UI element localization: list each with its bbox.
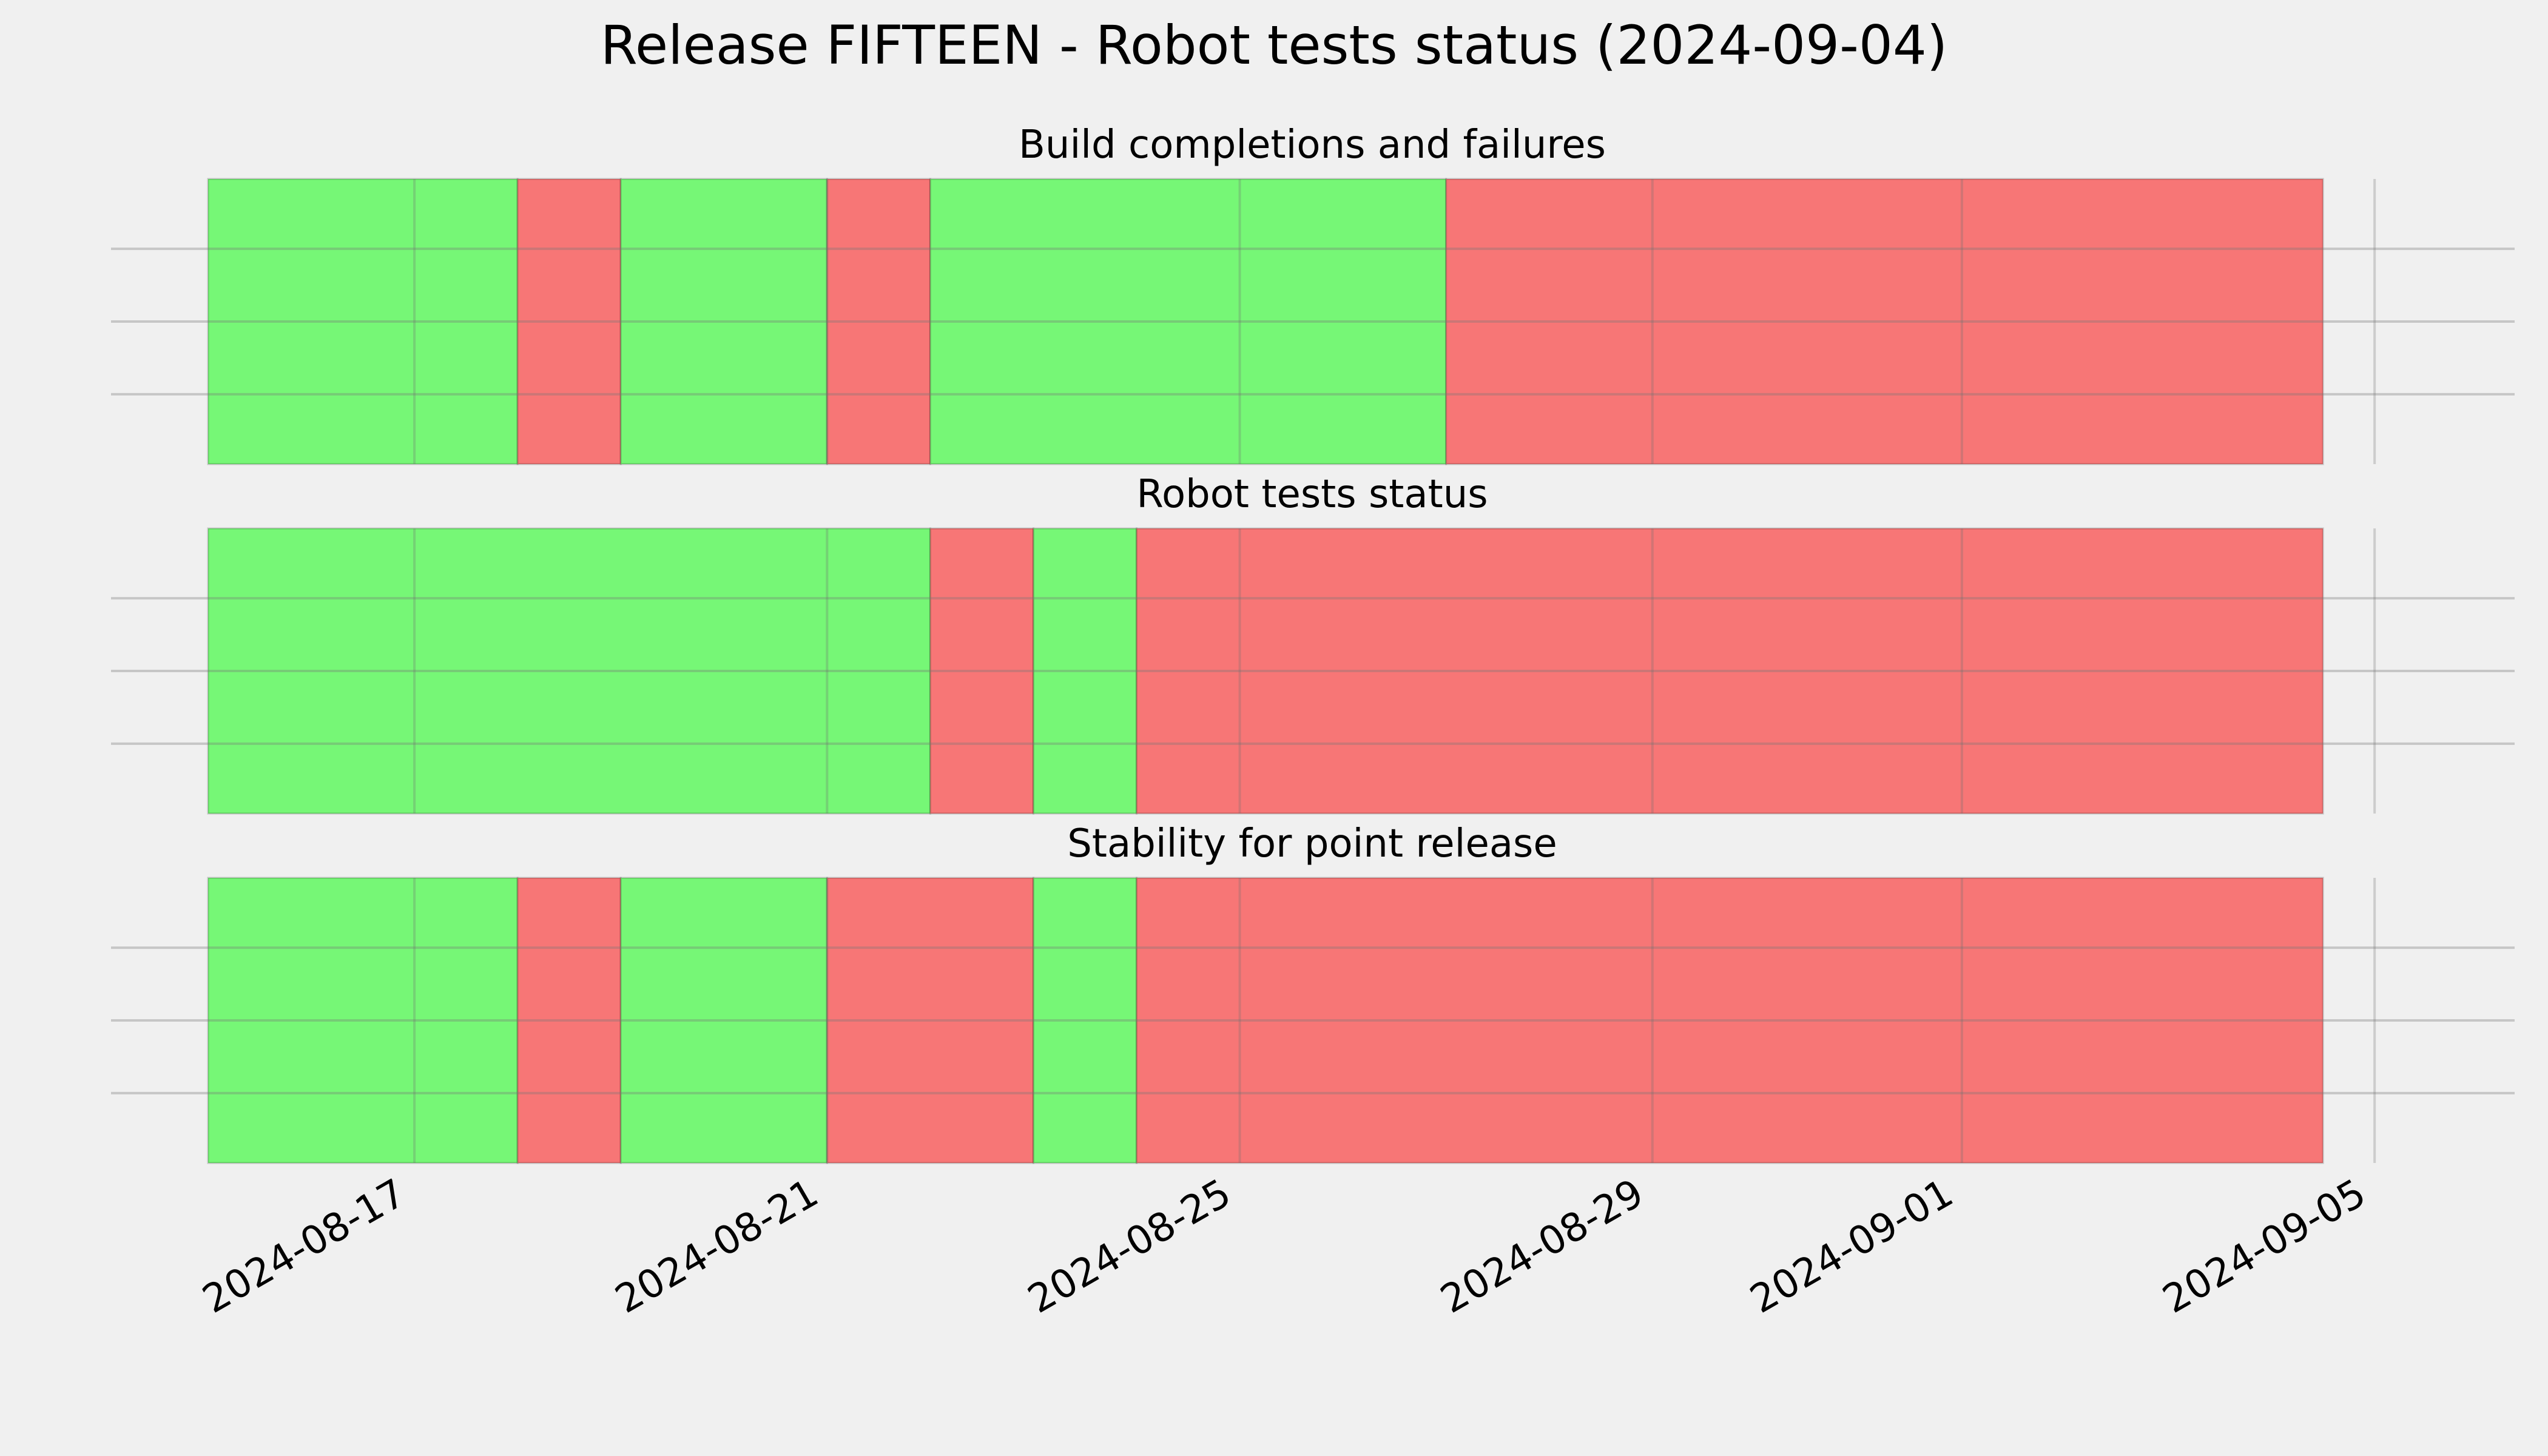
x-tick-label: 2024-08-29 bbox=[1434, 1171, 1651, 1323]
x-tick-label: 2024-08-25 bbox=[1020, 1171, 1238, 1323]
x-tick-label: 2024-09-01 bbox=[1743, 1171, 1961, 1323]
segment-fail bbox=[1135, 527, 2324, 815]
panel-build-completions-and-failures: Build completions and failures bbox=[111, 123, 2515, 465]
x-tick-label: 2024-08-21 bbox=[608, 1171, 826, 1323]
segment-fail bbox=[929, 527, 1034, 815]
segment-fail bbox=[826, 877, 1034, 1164]
panel-stability-for-point-release: Stability for point release bbox=[111, 821, 2515, 1164]
x-tick-label: 2024-09-05 bbox=[2155, 1171, 2373, 1323]
panel-robot-tests-status: Robot tests status bbox=[111, 472, 2515, 815]
segment-pass bbox=[207, 178, 519, 465]
segment-fail bbox=[516, 877, 622, 1164]
segment-pass bbox=[207, 527, 931, 815]
panel-title: Stability for point release bbox=[1067, 821, 1557, 866]
segment-pass bbox=[207, 877, 519, 1164]
panels-group: Build completions and failures Robot test… bbox=[111, 123, 2515, 1164]
segment-fail bbox=[516, 178, 622, 465]
chart-title: Release FIFTEEN - Robot tests status (20… bbox=[601, 14, 1947, 76]
segment-pass bbox=[619, 877, 828, 1164]
x-axis-ticks: 2024-08-17 2024-08-21 2024-08-25 2024-08-29… bbox=[195, 1171, 2373, 1323]
segment-fail bbox=[826, 178, 931, 465]
segment-fail bbox=[1445, 178, 2324, 465]
panel-title: Robot tests status bbox=[1136, 472, 1488, 517]
segment-fail bbox=[1135, 877, 2324, 1164]
segment-pass bbox=[1032, 877, 1138, 1164]
segment-pass bbox=[1032, 527, 1138, 815]
panel-title: Build completions and failures bbox=[1019, 123, 1606, 167]
segment-pass bbox=[929, 178, 1448, 465]
segment-pass bbox=[619, 178, 828, 465]
x-tick-label: 2024-08-17 bbox=[195, 1171, 413, 1323]
